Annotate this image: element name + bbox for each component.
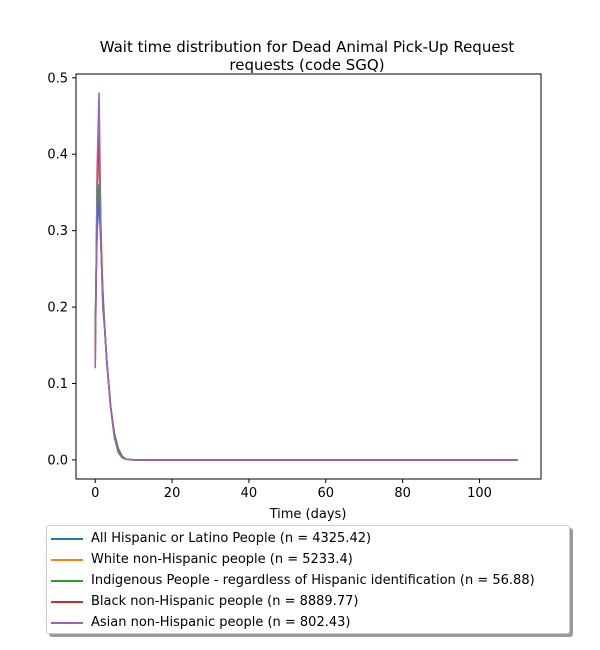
- legend-item: Indigenous People - regardless of Hispan…: [51, 570, 569, 591]
- legend-swatch: [51, 537, 83, 540]
- legend-swatch: [51, 621, 83, 624]
- plot-area-frame: [75, 73, 542, 480]
- legend-item: All Hispanic or Latino People (n = 4325.…: [51, 528, 569, 549]
- y-tick-label: 0.4: [47, 148, 68, 163]
- series-line-4: [94, 130, 518, 461]
- legend-swatch: [51, 558, 83, 561]
- ticks-layer: 0 20 40 60 80 100 0.0 0.1 0.2 0.3 0.4 0.5: [47, 71, 492, 501]
- legend-label: Asian non-Hispanic people (n = 802.43): [91, 615, 351, 630]
- legend-item: Asian non-Hispanic people (n = 802.43): [51, 612, 569, 633]
- x-tick-label: 40: [241, 486, 258, 501]
- legend-label: White non-Hispanic people (n = 5233.4): [91, 552, 353, 567]
- chart-title-line-2: requests (code SGQ): [229, 56, 384, 74]
- series-line-5: [94, 92, 518, 461]
- y-tick-label: 0.5: [47, 71, 68, 86]
- legend-swatch: [51, 600, 83, 603]
- legend-label: Indigenous People - regardless of Hispan…: [91, 573, 535, 588]
- series-line-2: [94, 145, 518, 461]
- x-tick-label: 20: [164, 486, 181, 501]
- y-tick-label: 0.1: [47, 377, 68, 392]
- y-tick-label: 0.2: [47, 301, 68, 316]
- legend-item: White non-Hispanic people (n = 5233.4): [51, 549, 569, 570]
- y-tick-label: 0.3: [47, 224, 68, 239]
- series-layer: [94, 92, 518, 461]
- y-tick-label: 0.0: [47, 453, 68, 468]
- legend-label: Black non-Hispanic people (n = 8889.77): [91, 594, 359, 609]
- chart-legend: All Hispanic or Latino People (n = 4325.…: [46, 525, 570, 634]
- x-tick-label: 60: [318, 486, 335, 501]
- x-tick-label: 80: [394, 486, 411, 501]
- legend-item: Black non-Hispanic people (n = 8889.77): [51, 591, 569, 612]
- series-line-3: [94, 184, 518, 461]
- chart-title-line-1: Wait time distribution for Dead Animal P…: [100, 38, 515, 56]
- legend-swatch: [51, 579, 83, 582]
- x-tick-label: 100: [467, 486, 492, 501]
- x-tick-label: 0: [91, 486, 99, 501]
- series-line-1: [94, 199, 518, 461]
- legend-label: All Hispanic or Latino People (n = 4325.…: [91, 531, 372, 546]
- x-axis-label: Time (days): [269, 507, 347, 522]
